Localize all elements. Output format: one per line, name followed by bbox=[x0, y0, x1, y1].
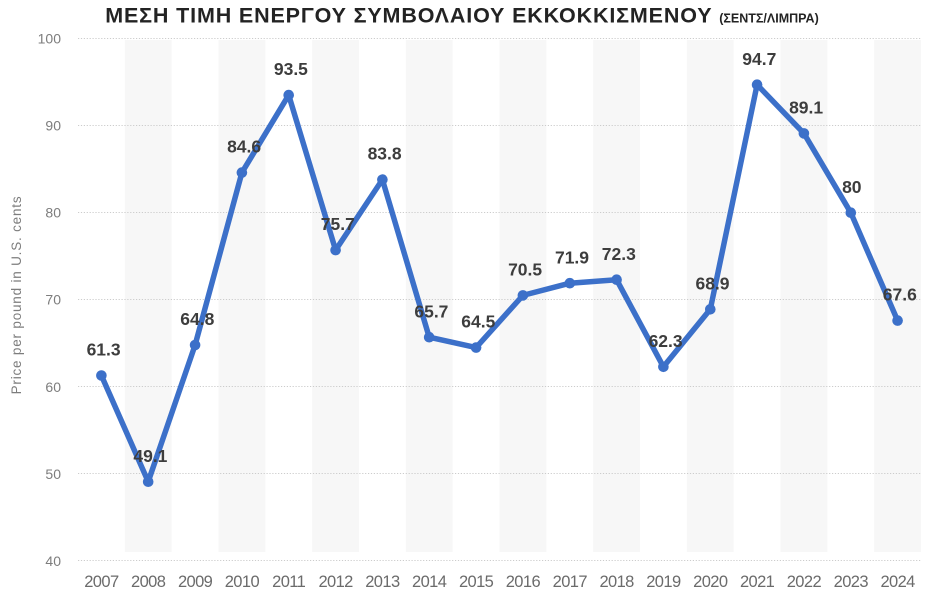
svg-text:2023: 2023 bbox=[834, 573, 869, 591]
svg-text:2007: 2007 bbox=[84, 573, 119, 591]
svg-text:61.3: 61.3 bbox=[87, 340, 121, 360]
svg-text:80: 80 bbox=[45, 205, 61, 221]
svg-text:60: 60 bbox=[45, 379, 61, 395]
svg-text:40: 40 bbox=[45, 553, 61, 569]
svg-text:64.5: 64.5 bbox=[461, 312, 495, 332]
svg-text:2024: 2024 bbox=[880, 573, 915, 591]
svg-text:75.7: 75.7 bbox=[321, 214, 355, 234]
svg-text:2018: 2018 bbox=[599, 573, 634, 591]
svg-text:2020: 2020 bbox=[693, 573, 728, 591]
svg-text:83.8: 83.8 bbox=[368, 144, 402, 164]
svg-text:2016: 2016 bbox=[506, 573, 541, 591]
svg-text:65.7: 65.7 bbox=[414, 301, 448, 321]
svg-text:Price per pound in U.S. cents: Price per pound in U.S. cents bbox=[9, 196, 24, 395]
svg-text:94.7: 94.7 bbox=[742, 49, 776, 69]
svg-text:2014: 2014 bbox=[412, 573, 447, 591]
svg-text:62.3: 62.3 bbox=[649, 331, 683, 351]
svg-text:2022: 2022 bbox=[787, 573, 822, 591]
svg-text:2019: 2019 bbox=[646, 573, 681, 591]
svg-text:50: 50 bbox=[45, 466, 61, 482]
svg-text:2015: 2015 bbox=[459, 573, 494, 591]
svg-text:ΜΕΣΗ ΤΙΜΗ ΕΝΕΡΓΟΥ ΣΥΜΒΟΛΑΙΟΥ Ε: ΜΕΣΗ ΤΙΜΗ ΕΝΕΡΓΟΥ ΣΥΜΒΟΛΑΙΟΥ ΕΚΚΟΚΚΙΣΜΕΝ… bbox=[105, 3, 819, 27]
svg-text:2013: 2013 bbox=[365, 573, 400, 591]
svg-text:2010: 2010 bbox=[225, 573, 260, 591]
svg-text:93.5: 93.5 bbox=[274, 59, 308, 79]
svg-text:2011: 2011 bbox=[272, 573, 306, 591]
svg-text:80: 80 bbox=[842, 177, 862, 197]
svg-text:64.8: 64.8 bbox=[180, 309, 214, 329]
svg-text:84.6: 84.6 bbox=[227, 137, 261, 157]
svg-text:100: 100 bbox=[38, 31, 62, 47]
svg-text:70: 70 bbox=[45, 292, 61, 308]
svg-text:68.9: 68.9 bbox=[695, 273, 729, 293]
svg-text:89.1: 89.1 bbox=[789, 98, 823, 118]
svg-text:2008: 2008 bbox=[131, 573, 166, 591]
svg-text:72.3: 72.3 bbox=[602, 244, 636, 264]
svg-text:70.5: 70.5 bbox=[508, 260, 542, 280]
svg-text:67.6: 67.6 bbox=[883, 285, 917, 305]
svg-text:2009: 2009 bbox=[178, 573, 213, 591]
svg-text:71.9: 71.9 bbox=[555, 247, 589, 267]
svg-text:2021: 2021 bbox=[740, 573, 775, 591]
svg-text:2017: 2017 bbox=[553, 573, 588, 591]
svg-text:90: 90 bbox=[45, 118, 61, 134]
svg-text:2012: 2012 bbox=[318, 573, 353, 591]
svg-text:49.1: 49.1 bbox=[133, 446, 167, 466]
